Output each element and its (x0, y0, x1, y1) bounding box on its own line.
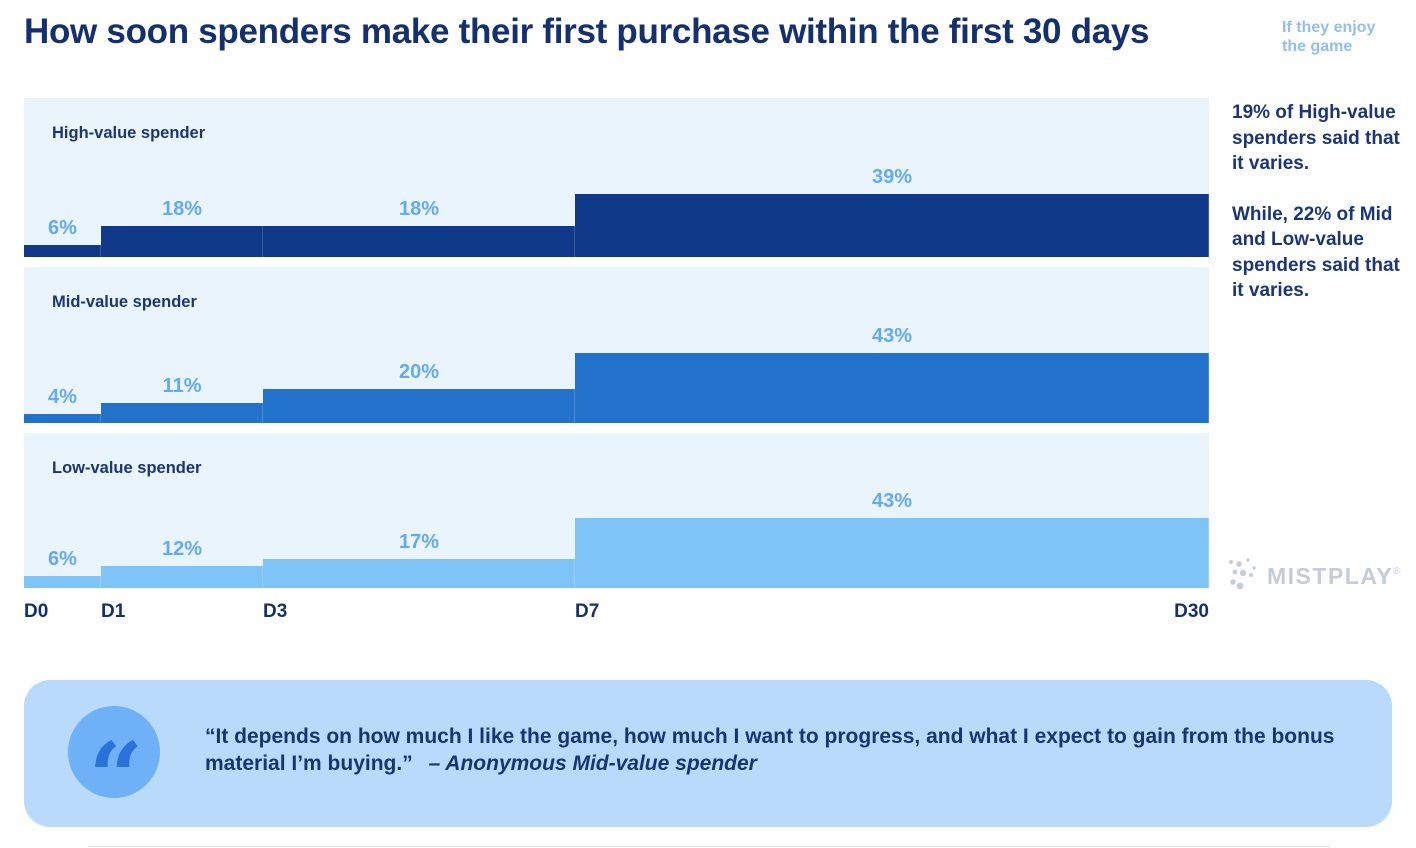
mistplay-logo-mark-icon (1227, 556, 1259, 597)
bar-value-label: 6% (48, 548, 77, 570)
page-title: How soon spenders make their first purch… (24, 12, 1150, 51)
bar-segment (24, 414, 102, 423)
x-axis-label: D0 (24, 601, 49, 622)
bar-value-label: 12% (162, 538, 203, 560)
bar-value-label: 43% (871, 490, 913, 512)
quote-icon: “ (68, 706, 160, 825)
spender-panel: Low-value spender 6% 12% 17% 43% (24, 433, 1209, 588)
bar-value-label: 17% (399, 531, 440, 553)
bar-value-label: 20% (399, 361, 440, 383)
quote-attribution: – Anonymous Mid-value spender (428, 751, 757, 775)
bar-value-label: 6% (48, 217, 77, 239)
bar-value-label: 39% (871, 166, 913, 188)
bar-segment (101, 566, 263, 588)
bar-value-label: 4% (48, 386, 77, 408)
annotation-paragraph-1: 19% of High-value spenders said that it … (1232, 102, 1400, 174)
spender-panel: Mid-value spender 4% 11% 20% 43% (24, 267, 1209, 423)
panel-label: Mid-value spender (52, 293, 197, 311)
bar-segment (24, 245, 102, 257)
side-annotation: 19% of High-value spenders said that it … (1232, 100, 1404, 329)
registered-mark: ® (1393, 566, 1403, 577)
panel-label: High-value spender (52, 124, 206, 142)
mistplay-logo: MISTPLAY® (1227, 556, 1402, 597)
quote-body: “It depends on how much I like the game,… (205, 725, 1335, 775)
x-axis: D0 D1 D3 D7 D30 (24, 601, 1209, 627)
bar-segment (24, 576, 102, 588)
bar-segment (575, 353, 1209, 423)
x-axis-label: D7 (575, 601, 600, 622)
annotation-paragraph-2: While, 22% of Mid and Low-value spenders… (1232, 203, 1400, 302)
x-axis-label: D3 (263, 601, 288, 622)
bar-segment (101, 403, 263, 423)
x-axis-label: D30 (1174, 601, 1209, 622)
panel-label: Low-value spender (52, 459, 202, 477)
bar-segment (263, 559, 575, 588)
quote-card (24, 680, 1392, 827)
bar-value-label: 11% (162, 375, 202, 397)
bar-segment (575, 194, 1209, 257)
bar-segment (263, 389, 575, 423)
top-note: If they enjoy the game (1282, 19, 1376, 55)
bar-value-label: 18% (162, 198, 203, 220)
bar-value-label: 43% (871, 325, 913, 347)
page-bottom-divider (88, 846, 1330, 847)
quote-text: “It depends on how much I like the game,… (205, 724, 1335, 777)
x-axis-label: D1 (101, 601, 126, 622)
bar-segment (263, 226, 575, 257)
spender-panel: High-value spender 6% 18% 18% 39% (24, 98, 1209, 257)
bar-segment (101, 226, 263, 257)
bar-segment (575, 518, 1209, 588)
bar-value-label: 18% (399, 198, 440, 220)
mistplay-logo-text: MISTPLAY® (1267, 563, 1403, 589)
